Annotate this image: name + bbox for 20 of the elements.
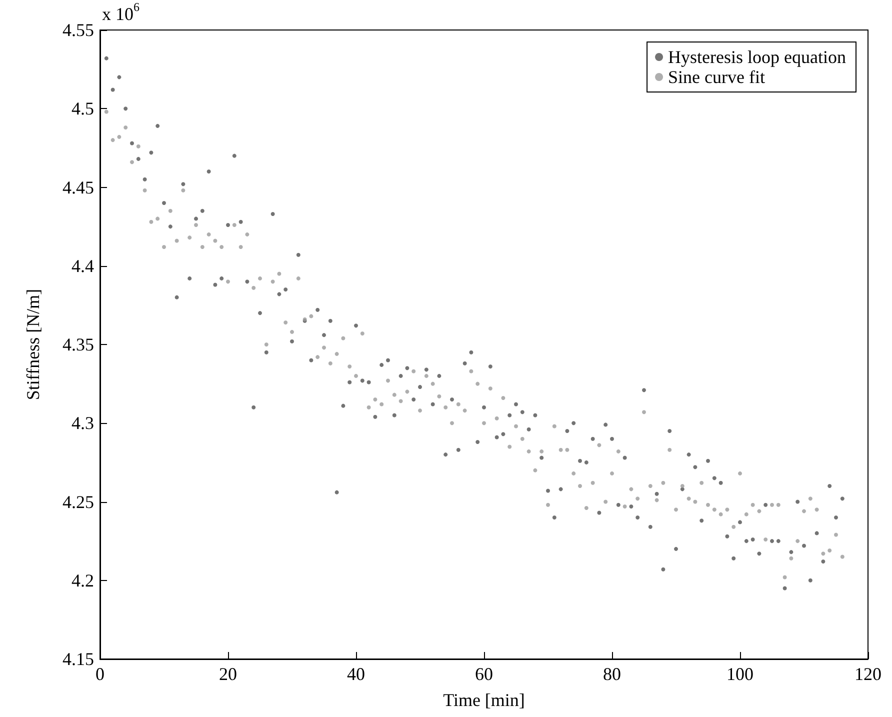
y-tick-label: 4.15	[62, 649, 94, 669]
x-tick-label: 20	[219, 664, 237, 684]
y-tick-label: 4.55	[62, 20, 94, 40]
y-tick-label: 4.4	[72, 256, 94, 276]
y-tick-label: 4.2	[72, 570, 94, 590]
y-tick-label: 4.5	[72, 98, 94, 119]
x-tick-label: 120	[854, 664, 882, 684]
y-tick-label: 4.3	[72, 413, 94, 434]
x-tick-label: 100	[726, 664, 754, 684]
x-tick-label: 40	[347, 664, 365, 684]
legend-label: Hysteresis loop equation	[668, 47, 846, 67]
legend-label: Sine curve fit	[668, 67, 766, 87]
x-tick-label: 0	[96, 664, 104, 684]
y-tick-label: 4.35	[62, 334, 94, 354]
x-tick-label: 60	[475, 664, 493, 684]
x-tick-label: 80	[603, 664, 621, 684]
x-axis-title: Time [min]	[443, 690, 525, 710]
y-tick-label: 4.25	[62, 492, 94, 512]
y-axis-title: Stiffness [N/m]	[23, 288, 43, 400]
y-tick-label: 4.45	[62, 177, 94, 198]
